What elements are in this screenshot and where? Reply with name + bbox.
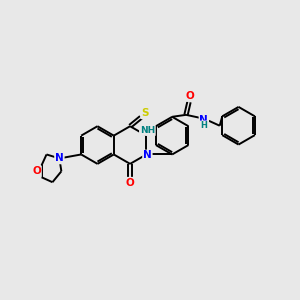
Text: O: O: [32, 166, 41, 176]
Text: H: H: [200, 121, 207, 130]
Text: NH: NH: [140, 126, 155, 135]
Text: S: S: [141, 108, 149, 118]
Text: O: O: [126, 178, 134, 188]
Text: N: N: [143, 150, 152, 161]
Text: O: O: [186, 91, 194, 101]
Text: N: N: [55, 153, 64, 164]
Text: N: N: [200, 115, 208, 125]
